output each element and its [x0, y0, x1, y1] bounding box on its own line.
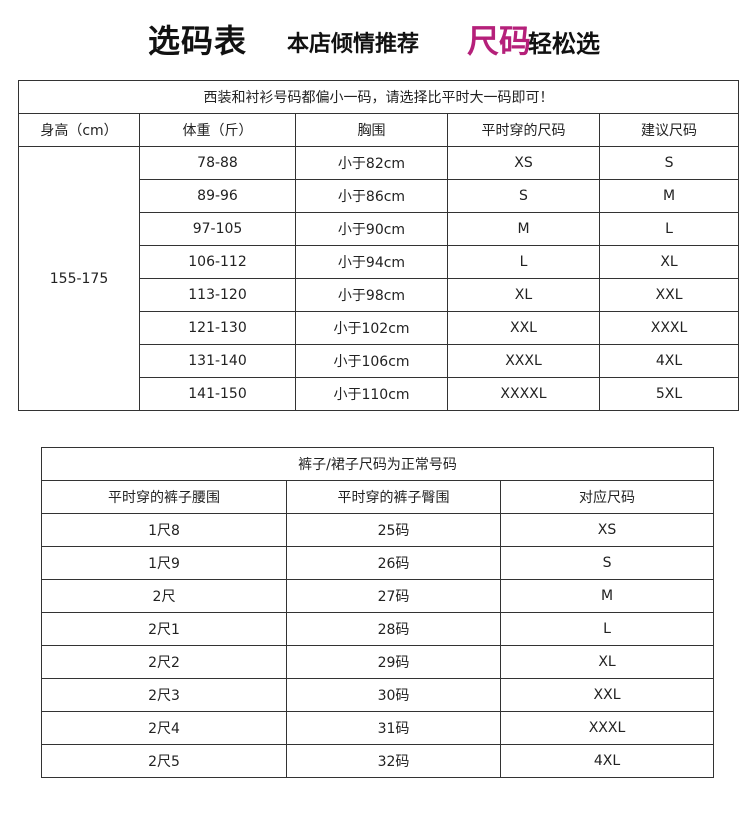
table-cell: 小于106cm [295, 344, 448, 378]
note-row: 西装和衬衫号码都偏小一码，请选择比平时大一码即可！ [17, 80, 740, 114]
table-cell: XL [447, 278, 600, 312]
table-cell: 28码 [286, 612, 501, 646]
table-row: 131-140 小于106cm XXXL 4XL [19, 344, 740, 378]
table-cell: S [447, 179, 600, 213]
table-cell: XXXXL [447, 377, 600, 411]
column-header: 体重（斤） [139, 113, 296, 147]
column-header: 平时穿的裤子臀围 [286, 480, 501, 514]
table-cell: 4XL [598, 344, 740, 378]
table-cell: 27码 [286, 579, 501, 613]
table-row: 155-175 78-88 小于82cm XS S [18, 146, 740, 411]
table-cell: 31码 [286, 711, 501, 745]
table-cell: 78-88 [139, 146, 296, 180]
table-cell: 29码 [286, 645, 501, 679]
table-cell: 2尺5 [41, 744, 287, 778]
table-cell: 2尺 [41, 579, 287, 613]
column-header: 平时穿的尺码 [447, 113, 600, 147]
table-cell: 121-130 [139, 311, 296, 345]
table-cell: XXL [447, 311, 600, 345]
column-header: 身高（cm） [18, 113, 140, 147]
table-cell: L [447, 245, 600, 279]
table-cell: 25码 [286, 513, 501, 547]
table-row: 1尺9 26码 S [41, 546, 715, 580]
table-cell: 113-120 [139, 278, 296, 312]
table-cell: 2尺4 [41, 711, 287, 745]
table-row: 121-130 小于102cm XXL XXXL [19, 311, 740, 345]
table-cell: S [499, 546, 715, 580]
table-cell: S [598, 146, 740, 180]
table-cell: 32码 [286, 744, 501, 778]
table-cell: 小于110cm [295, 377, 448, 411]
table-row: 2尺 27码 M [41, 579, 715, 613]
table-cell: 小于82cm [295, 146, 448, 180]
page-title: 选码表 本店倾情推荐 尺码 轻松选 [0, 14, 750, 64]
note-row: 裤子/裙子尺码为正常号码 [40, 447, 715, 481]
table-cell: 30码 [286, 678, 501, 712]
height-range-cell: 155-175 [18, 146, 140, 411]
table-cell: 2尺3 [41, 678, 287, 712]
table-cell: XXXL [598, 311, 740, 345]
tops-size-table: 西装和衬衫号码都偏小一码，请选择比平时大一码即可！ 身高（cm） 体重（斤） 胸围 平时… [17, 80, 740, 411]
header-row: 身高（cm） 体重（斤） 胸围 平时穿的尺码 建议尺码 [18, 113, 740, 147]
table-cell: 5XL [598, 377, 740, 411]
column-header: 对应尺码 [499, 480, 715, 514]
bottoms-note: 裤子/裙子尺码为正常号码 [40, 447, 715, 481]
table-cell: 26码 [286, 546, 501, 580]
table-cell: 141-150 [139, 377, 296, 411]
table-row: 97-105 小于90cm M L [19, 212, 740, 246]
table-cell: 小于90cm [295, 212, 448, 246]
table-cell: 89-96 [139, 179, 296, 213]
table-cell: 小于102cm [295, 311, 448, 345]
table-row: 2尺2 29码 XL [41, 645, 715, 679]
table-cell: M [499, 579, 715, 613]
table-cell: L [499, 612, 715, 646]
table-row: 113-120 小于98cm XL XXL [19, 278, 740, 312]
table-cell: M [598, 179, 740, 213]
table-row: 2尺4 31码 XXXL [41, 711, 715, 745]
bottoms-size-table: 裤子/裙子尺码为正常号码 平时穿的裤子腰围 平时穿的裤子臀围 对应尺码 1尺8 25码 XS… [40, 447, 715, 778]
table-cell: 2尺2 [41, 645, 287, 679]
table-cell: 106-112 [139, 245, 296, 279]
table-cell: 4XL [499, 744, 715, 778]
table-row: 2尺3 30码 XXL [41, 678, 715, 712]
table-row: 106-112 小于94cm L XL [19, 245, 740, 279]
table-cell: L [598, 212, 740, 246]
column-header: 建议尺码 [598, 113, 740, 147]
title-tail: 轻松选 [528, 30, 600, 58]
table-cell: 1尺8 [41, 513, 287, 547]
table-row: 141-150 小于110cm XXXXL 5XL [19, 377, 740, 411]
column-header: 平时穿的裤子腰围 [41, 480, 287, 514]
tops-note: 西装和衬衫号码都偏小一码，请选择比平时大一码即可！ [17, 80, 740, 114]
table-cell: 小于98cm [295, 278, 448, 312]
title-highlight: 尺码 [467, 22, 532, 60]
table-cell: XS [447, 146, 600, 180]
table-cell: XXL [598, 278, 740, 312]
table-cell: XXXL [447, 344, 600, 378]
table-cell: 2尺1 [41, 612, 287, 646]
table-cell: 1尺9 [41, 546, 287, 580]
table-cell: M [447, 212, 600, 246]
title-main: 选码表 [148, 22, 248, 60]
table-row: 2尺1 28码 L [41, 612, 715, 646]
table-cell: 小于86cm [295, 179, 448, 213]
table-cell: XS [499, 513, 715, 547]
table-cell: 小于94cm [295, 245, 448, 279]
table-cell: XL [598, 245, 740, 279]
table-cell: XL [499, 645, 715, 679]
table-cell: XXXL [499, 711, 715, 745]
header-row: 平时穿的裤子腰围 平时穿的裤子臀围 对应尺码 [41, 480, 715, 514]
table-cell: XXL [499, 678, 715, 712]
table-cell: 97-105 [139, 212, 296, 246]
title-subtitle: 本店倾情推荐 [287, 32, 420, 57]
table-cell: 131-140 [139, 344, 296, 378]
table-row: 1尺8 25码 XS [41, 513, 715, 547]
column-header: 胸围 [295, 113, 448, 147]
table-row: 2尺5 32码 4XL [41, 744, 715, 778]
